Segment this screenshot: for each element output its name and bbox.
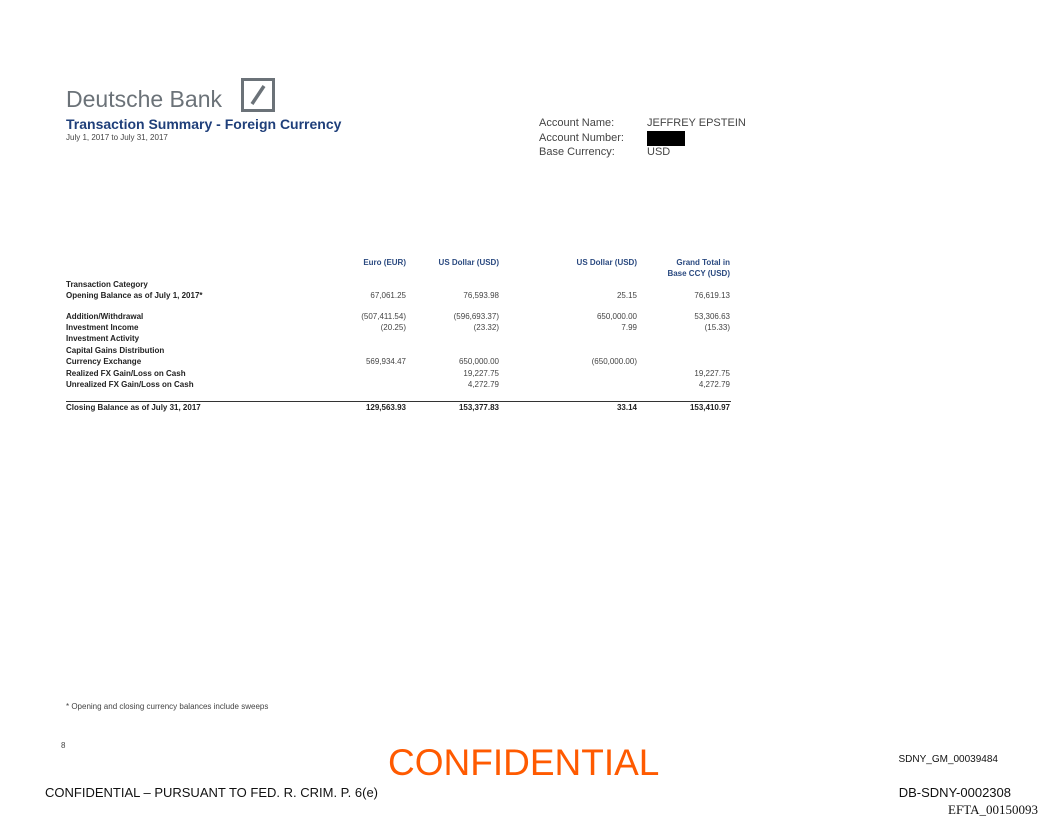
footnote: * Opening and closing currency balances … [66, 702, 269, 711]
table-row-value: 4,272.79 [698, 380, 730, 389]
table-row-value: 19,227.75 [463, 369, 499, 378]
statement-period: July 1, 2017 to July 31, 2017 [66, 133, 168, 142]
account-number-label: Account Number: [539, 132, 624, 144]
table-row-label: Unrealized FX Gain/Loss on Cash [66, 380, 194, 389]
table-row-value: (507,411.54) [361, 312, 406, 321]
closing-balance-row-value: 153,410.97 [689, 403, 730, 412]
column-header-eur: Euro (EUR) [363, 258, 406, 267]
table-row-value: 569,934.47 [365, 357, 406, 366]
total-divider [66, 401, 731, 402]
column-header-grand-total-2: Base CCY (USD) [667, 269, 730, 278]
table-row-label: Realized FX Gain/Loss on Cash [66, 369, 186, 378]
table-row-value: 7.99 [621, 323, 637, 332]
table-row-value: 650,000.00 [596, 312, 637, 321]
table-row-value: 76,593.98 [463, 291, 499, 300]
table-row-value: 53,306.63 [694, 312, 730, 321]
table-row-value: 76,619.13 [694, 291, 730, 300]
table-row-value: 67,061.25 [370, 291, 406, 300]
table-row-value: (20.25) [380, 323, 406, 332]
table-row-value: 19,227.75 [694, 369, 730, 378]
table-row-label: Opening Balance as of July 1, 2017* [66, 291, 203, 300]
category-header: Transaction Category [66, 280, 148, 289]
page-number: 8 [61, 741, 66, 750]
bank-logo-text: Deutsche Bank [66, 86, 222, 112]
account-number-redaction [647, 131, 685, 146]
table-row-value: 25.15 [616, 291, 637, 300]
table-row-label: Investment Activity [66, 334, 140, 343]
confidential-stamp: CONFIDENTIAL [388, 742, 660, 783]
base-currency-label: Base Currency: [539, 146, 615, 158]
base-currency-value: USD [647, 146, 671, 158]
table-row-value: 650,000.00 [458, 357, 499, 366]
column-header-grand-total: Grand Total in [676, 258, 730, 267]
closing-balance-row-label: Closing Balance as of July 31, 2017 [66, 403, 201, 412]
account-name-value: JEFFREY EPSTEIN [647, 117, 746, 129]
closing-balance-row-value: 33.14 [616, 403, 637, 412]
table-row-value: (23.32) [473, 323, 499, 332]
table-row-value: (650,000.00) [591, 357, 637, 366]
table-row-value: (596,693.37) [453, 312, 499, 321]
column-header-usd: US Dollar (USD) [438, 258, 499, 267]
table-row-label: Capital Gains Distribution [66, 346, 165, 355]
column-header-usd-2: US Dollar (USD) [576, 258, 637, 267]
efta-number: EFTA_00150093 [948, 802, 1038, 817]
table-row-label: Investment Income [66, 323, 139, 332]
table-row-label: Currency Exchange [66, 357, 142, 366]
bank-logo-icon [241, 78, 275, 112]
table-row-value: 4,272.79 [467, 380, 499, 389]
confidential-notice: CONFIDENTIAL – PURSUANT TO FED. R. CRIM.… [45, 785, 379, 800]
table-row-label: Addition/Withdrawal [66, 312, 144, 321]
bates-number: DB-SDNY-0002308 [898, 785, 1011, 800]
account-name-label: Account Name: [539, 117, 615, 129]
table-row-value: (15.33) [704, 323, 730, 332]
closing-balance-row-value: 153,377.83 [458, 403, 499, 412]
closing-balance-row-value: 129,563.93 [365, 403, 406, 412]
sdny-id: SDNY_GM_00039484 [898, 754, 998, 765]
page-title: Transaction Summary - Foreign Currency [66, 116, 342, 132]
